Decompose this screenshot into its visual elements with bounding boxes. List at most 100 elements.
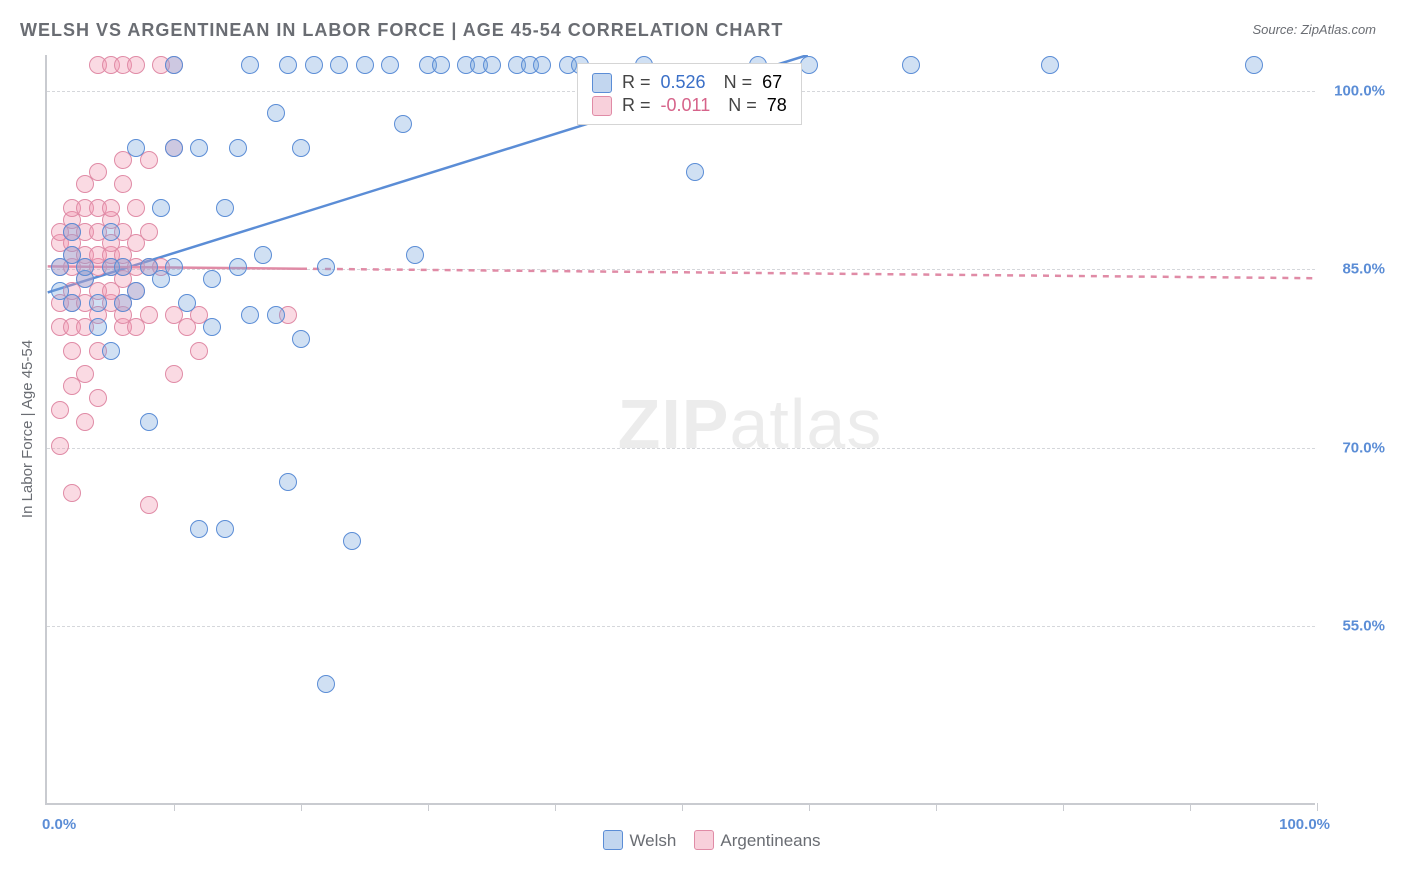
data-point [267, 104, 285, 122]
data-point [279, 56, 297, 74]
data-point [330, 56, 348, 74]
r-label: R = [622, 72, 651, 93]
data-point [152, 199, 170, 217]
trend-lines [47, 55, 1315, 803]
gridline [47, 448, 1315, 449]
data-point [317, 675, 335, 693]
x-tick [936, 803, 937, 811]
data-point [89, 163, 107, 181]
data-point [317, 258, 335, 276]
x-tick [1317, 803, 1318, 811]
data-point [216, 199, 234, 217]
r-label: R = [622, 95, 651, 116]
x-tick [682, 803, 683, 811]
scatter-chart: In Labor Force | Age 45-54 ZIPatlas 55.0… [45, 55, 1315, 805]
data-point [140, 413, 158, 431]
data-point [343, 532, 361, 550]
data-point [165, 365, 183, 383]
data-point [51, 401, 69, 419]
data-point [140, 496, 158, 514]
data-point [381, 56, 399, 74]
legend-label: Welsh [629, 831, 676, 850]
y-axis-title: In Labor Force | Age 45-54 [19, 340, 36, 518]
data-point [432, 56, 450, 74]
data-point [51, 437, 69, 455]
data-point [292, 330, 310, 348]
data-point [279, 473, 297, 491]
data-point [800, 56, 818, 74]
data-point [533, 56, 551, 74]
data-point [190, 139, 208, 157]
data-point [241, 306, 259, 324]
data-point [127, 56, 145, 74]
data-point [178, 294, 196, 312]
gridline [47, 626, 1315, 627]
data-point [292, 139, 310, 157]
data-point [165, 56, 183, 74]
data-point [114, 175, 132, 193]
data-point [89, 294, 107, 312]
data-point [102, 342, 120, 360]
data-point [686, 163, 704, 181]
n-label: N = [724, 72, 753, 93]
series-legend: Welsh Argentineans [0, 830, 1406, 851]
r-value: 0.526 [661, 72, 706, 93]
data-point [394, 115, 412, 133]
x-tick [301, 803, 302, 811]
data-point [76, 365, 94, 383]
legend-row: R = -0.011 N = 78 [592, 95, 787, 116]
data-point [406, 246, 424, 264]
data-point [1245, 56, 1263, 74]
data-point [1041, 56, 1059, 74]
y-tick-label: 85.0% [1325, 261, 1385, 278]
data-point [902, 56, 920, 74]
data-point [140, 306, 158, 324]
data-point [267, 306, 285, 324]
x-tick [809, 803, 810, 811]
n-value: 67 [762, 72, 782, 93]
legend-swatch [592, 96, 612, 116]
data-point [305, 56, 323, 74]
data-point [229, 139, 247, 157]
data-point [114, 258, 132, 276]
data-point [76, 258, 94, 276]
r-value: -0.011 [661, 95, 711, 116]
n-label: N = [728, 95, 757, 116]
data-point [127, 282, 145, 300]
y-tick-label: 100.0% [1325, 82, 1385, 99]
x-tick [1063, 803, 1064, 811]
data-point [127, 199, 145, 217]
data-point [483, 56, 501, 74]
source-attribution: Source: ZipAtlas.com [1252, 22, 1376, 37]
watermark: ZIPatlas [618, 384, 883, 464]
data-point [127, 139, 145, 157]
data-point [356, 56, 374, 74]
data-point [216, 520, 234, 538]
data-point [76, 413, 94, 431]
data-point [165, 258, 183, 276]
chart-title: WELSH VS ARGENTINEAN IN LABOR FORCE | AG… [20, 20, 783, 41]
data-point [203, 318, 221, 336]
legend-swatch [603, 830, 623, 850]
x-tick [174, 803, 175, 811]
legend-swatch [694, 830, 714, 850]
x-tick [428, 803, 429, 811]
data-point [63, 223, 81, 241]
legend-row: R = 0.526 N = 67 [592, 72, 787, 93]
data-point [254, 246, 272, 264]
data-point [89, 389, 107, 407]
data-point [102, 199, 120, 217]
n-value: 78 [767, 95, 787, 116]
data-point [190, 342, 208, 360]
x-tick [1190, 803, 1191, 811]
data-point [63, 484, 81, 502]
legend-label: Argentineans [720, 831, 820, 850]
correlation-legend: R =0.526N =67R =-0.011N =78 [577, 63, 802, 125]
data-point [241, 56, 259, 74]
data-point [63, 342, 81, 360]
data-point [102, 223, 120, 241]
y-tick-label: 70.0% [1325, 439, 1385, 456]
legend-swatch [592, 73, 612, 93]
data-point [165, 139, 183, 157]
data-point [190, 520, 208, 538]
